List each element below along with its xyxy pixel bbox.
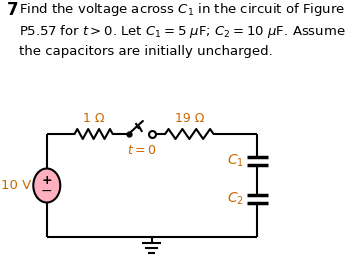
Text: $C_1$: $C_1$	[227, 153, 244, 169]
Text: Find the voltage across $C_1$ in the circuit of Figure
P5.57 for $t > 0$. Let $C: Find the voltage across $C_1$ in the cir…	[19, 1, 346, 58]
Text: 1 Ω: 1 Ω	[83, 112, 105, 125]
Text: +: +	[42, 174, 52, 187]
Text: 7: 7	[7, 1, 19, 19]
Text: $C_2$: $C_2$	[227, 191, 244, 207]
Text: 19 Ω: 19 Ω	[175, 112, 204, 125]
Text: 10 V: 10 V	[1, 179, 31, 192]
Circle shape	[33, 169, 60, 203]
Text: $t = 0$: $t = 0$	[127, 144, 157, 157]
Text: −: −	[41, 184, 52, 198]
